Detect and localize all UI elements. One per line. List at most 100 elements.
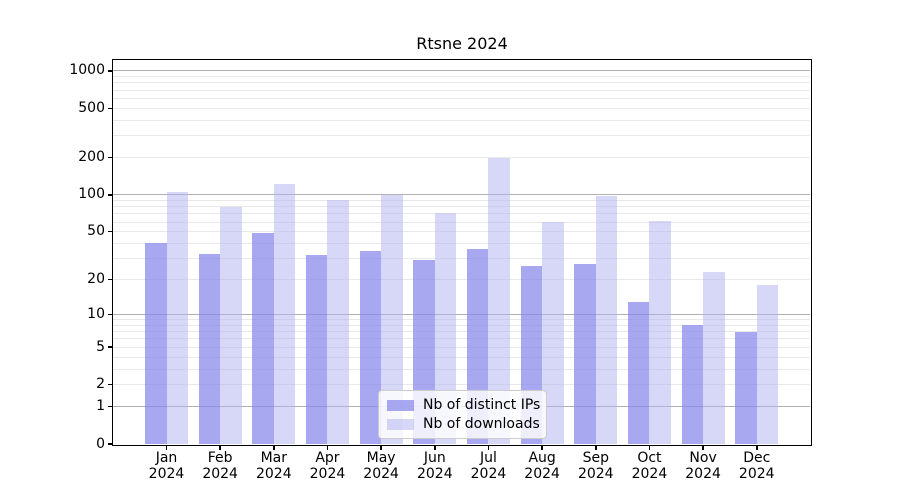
x-tick-label-line: Sep bbox=[582, 450, 609, 466]
x-tick-label-mar: Mar 2024 bbox=[242, 450, 306, 482]
x-tick-nov bbox=[702, 444, 704, 450]
x-tick-label-line: 2024 bbox=[577, 465, 614, 482]
y-tick-label-2: 2 bbox=[96, 376, 105, 393]
x-tick-label-line: 2024 bbox=[738, 465, 775, 482]
x-tick-label-jun: Jun 2024 bbox=[403, 450, 467, 482]
x-tick-jan bbox=[165, 444, 168, 450]
y-tick-200 bbox=[108, 156, 113, 159]
x-tick-jul bbox=[487, 444, 490, 450]
y-tick-5 bbox=[108, 346, 113, 348]
bar-downloads-apr bbox=[327, 200, 349, 444]
x-tick-label-line: Apr bbox=[315, 450, 340, 466]
x-tick-sep bbox=[595, 444, 597, 450]
gridline-minor-600 bbox=[113, 97, 810, 99]
bar-ips-dec bbox=[735, 331, 757, 444]
x-tick-label-dec: Dec 2024 bbox=[725, 450, 789, 482]
bar-ips-feb bbox=[198, 253, 221, 444]
bar-ips-sep bbox=[574, 264, 596, 444]
legend-swatch-ips bbox=[387, 399, 414, 411]
x-tick-label-line: Feb bbox=[207, 450, 233, 466]
x-tick-label-line: 2024 bbox=[470, 465, 507, 482]
legend-swatch-downloads bbox=[387, 418, 414, 430]
gridline-major-10 bbox=[113, 314, 810, 315]
gridline-minor-200 bbox=[113, 157, 810, 159]
gridline-minor-60 bbox=[113, 221, 810, 223]
x-tick-label-line: 2024 bbox=[363, 465, 399, 482]
x-tick-label-line: 2024 bbox=[255, 465, 292, 482]
x-tick-label-nov: Nov 2024 bbox=[671, 450, 735, 482]
y-tick-label-500: 500 bbox=[78, 99, 105, 116]
gridline-major-100 bbox=[113, 194, 810, 196]
gridline-minor-8 bbox=[113, 324, 810, 326]
x-tick-label-line: Jul bbox=[480, 450, 497, 466]
y-tick-label-10: 10 bbox=[87, 306, 105, 322]
x-tick-label-jan: Jan 2024 bbox=[135, 450, 199, 482]
y-tick-500 bbox=[108, 107, 113, 110]
x-tick-label-apr: Apr 2024 bbox=[295, 450, 359, 482]
y-tick-label-50: 50 bbox=[87, 223, 105, 240]
bar-downloads-dec bbox=[756, 285, 779, 444]
y-tick-1000 bbox=[108, 70, 113, 72]
x-tick-jun bbox=[434, 444, 436, 450]
gridline-minor-80 bbox=[113, 206, 810, 208]
x-tick-label-feb: Feb 2024 bbox=[188, 450, 252, 482]
gridline-minor-4 bbox=[113, 356, 810, 358]
x-tick-apr bbox=[326, 444, 329, 450]
x-tick-label-line: 2024 bbox=[309, 465, 346, 482]
bar-ips-mar bbox=[252, 232, 274, 444]
x-tick-mar bbox=[273, 444, 275, 450]
gridline-minor-900 bbox=[113, 76, 810, 78]
bar-ips-oct bbox=[627, 301, 650, 444]
x-tick-label-sep: Sep 2024 bbox=[564, 450, 628, 482]
x-tick-label-line: May bbox=[366, 450, 396, 466]
gridline-minor-400 bbox=[113, 119, 810, 121]
legend: Nb of distinct IPs Nb of downloads bbox=[378, 390, 547, 439]
bar-downloads-jul bbox=[488, 157, 510, 444]
x-tick-label-line: 2024 bbox=[631, 465, 668, 482]
y-tick-label-0: 0 bbox=[96, 435, 105, 452]
x-tick-label-line: 2024 bbox=[685, 465, 721, 482]
y-tick-1 bbox=[108, 405, 113, 408]
y-tick-50 bbox=[108, 230, 113, 233]
y-tick-label-200: 200 bbox=[78, 149, 105, 166]
gridline-minor-9 bbox=[113, 319, 810, 321]
legend-label-downloads: Nb of downloads bbox=[423, 416, 540, 432]
x-tick-label-line: Mar bbox=[260, 450, 288, 466]
bar-downloads-oct bbox=[649, 221, 671, 444]
y-tick-label-1000: 1000 bbox=[69, 62, 105, 79]
x-tick-label-line: 2024 bbox=[148, 465, 185, 482]
gridline-minor-300 bbox=[113, 135, 810, 137]
gridline-minor-6 bbox=[113, 338, 810, 340]
gridline-minor-20 bbox=[113, 279, 810, 281]
x-tick-label-line: 2024 bbox=[416, 465, 453, 482]
bar-ips-jan bbox=[145, 243, 167, 444]
y-tick-100 bbox=[108, 194, 113, 196]
bar-downloads-may bbox=[381, 194, 403, 444]
x-tick-label-line: 2024 bbox=[524, 465, 560, 482]
x-tick-label-aug: Aug 2024 bbox=[510, 450, 574, 482]
y-tick-0 bbox=[108, 443, 113, 445]
bar-downloads-feb bbox=[220, 206, 242, 444]
gridline-minor-7 bbox=[113, 331, 810, 333]
bar-downloads-sep bbox=[595, 195, 618, 444]
y-tick-10 bbox=[108, 313, 113, 316]
gridline-minor-500 bbox=[113, 107, 810, 109]
legend-item-downloads: Nb of downloads bbox=[387, 416, 540, 432]
x-tick-label-line: Nov bbox=[689, 450, 717, 466]
x-tick-label-may: May 2024 bbox=[349, 450, 413, 482]
gridline-minor-5 bbox=[113, 346, 810, 348]
legend-label-ips: Nb of distinct IPs bbox=[423, 397, 541, 413]
gridline-minor-700 bbox=[113, 89, 810, 91]
gridline-minor-30 bbox=[113, 258, 810, 260]
y-tick-label-5: 5 bbox=[96, 338, 105, 355]
gridline-minor-800 bbox=[113, 82, 810, 84]
x-tick-dec bbox=[756, 444, 758, 450]
x-tick-label-line: Aug bbox=[528, 450, 556, 466]
y-tick-label-100: 100 bbox=[78, 186, 105, 203]
x-tick-label-line: 2024 bbox=[202, 465, 238, 482]
x-tick-may bbox=[380, 444, 382, 450]
bar-ips-nov bbox=[681, 325, 704, 444]
bar-downloads-jun bbox=[434, 213, 457, 444]
gridline-minor-2 bbox=[113, 384, 810, 386]
